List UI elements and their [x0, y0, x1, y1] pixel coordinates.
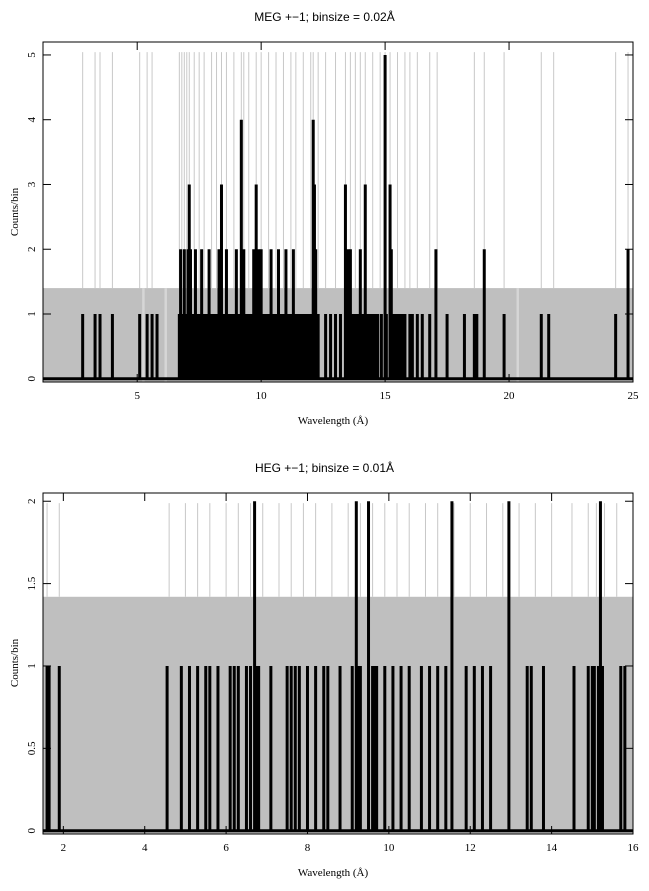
heg-y-tick-label: 0.5	[26, 741, 38, 755]
meg-y-tick-label: 1	[26, 311, 38, 317]
heg-x-tick-label: 16	[628, 842, 640, 854]
meg-background-model	[43, 288, 633, 382]
heg-x-tick-label: 14	[546, 842, 558, 854]
heg-x-tick-label: 2	[61, 842, 67, 854]
meg-y-tick-label: 3	[26, 181, 38, 187]
meg-x-tick-label: 25	[628, 390, 640, 402]
heg-plot-frame	[42, 492, 634, 835]
heg-x-tick-label: 12	[465, 842, 476, 854]
meg-y-tick-label: 5	[26, 52, 38, 58]
meg-x-axis-label: Wavelength (Å)	[298, 415, 369, 427]
meg-x-tick-label: 10	[256, 390, 268, 402]
meg-y-tick-label: 2	[26, 246, 38, 252]
meg-background-gap	[516, 288, 519, 382]
heg-background-model	[43, 596, 633, 834]
meg-background-gap	[142, 288, 145, 382]
heg-x-tick-label: 10	[383, 842, 395, 854]
heg-x-tick-label: 4	[142, 842, 148, 854]
meg-y-tick-label: 0	[26, 376, 38, 382]
heg-y-axis-label: Counts/bin	[9, 638, 21, 687]
meg-x-tick-label: 5	[134, 390, 140, 402]
meg-x-tick-label: 20	[504, 390, 516, 402]
heg-x-tick-label: 8	[305, 842, 311, 854]
heg-y-tick-label: 2	[26, 498, 38, 504]
meg-plot-frame	[42, 41, 634, 383]
meg-y-tick-label: 4	[26, 116, 38, 122]
chart-title-heg: HEG +−1; binsize = 0.01Å	[254, 461, 395, 475]
heg-y-tick-label: 1.5	[26, 576, 38, 590]
meg-y-axis-label: Counts/bin	[9, 187, 21, 236]
heg-y-tick-label: 1	[26, 663, 38, 669]
heg-x-tick-label: 6	[223, 842, 229, 854]
chart-title-meg: MEG +−1; binsize = 0.02Å	[254, 10, 395, 24]
meg-x-tick-label: 15	[380, 390, 392, 402]
meg-background-gap	[164, 288, 167, 382]
heg-y-tick-label: 0	[26, 827, 38, 833]
heg-x-axis-label: Wavelength (Å)	[298, 867, 369, 879]
